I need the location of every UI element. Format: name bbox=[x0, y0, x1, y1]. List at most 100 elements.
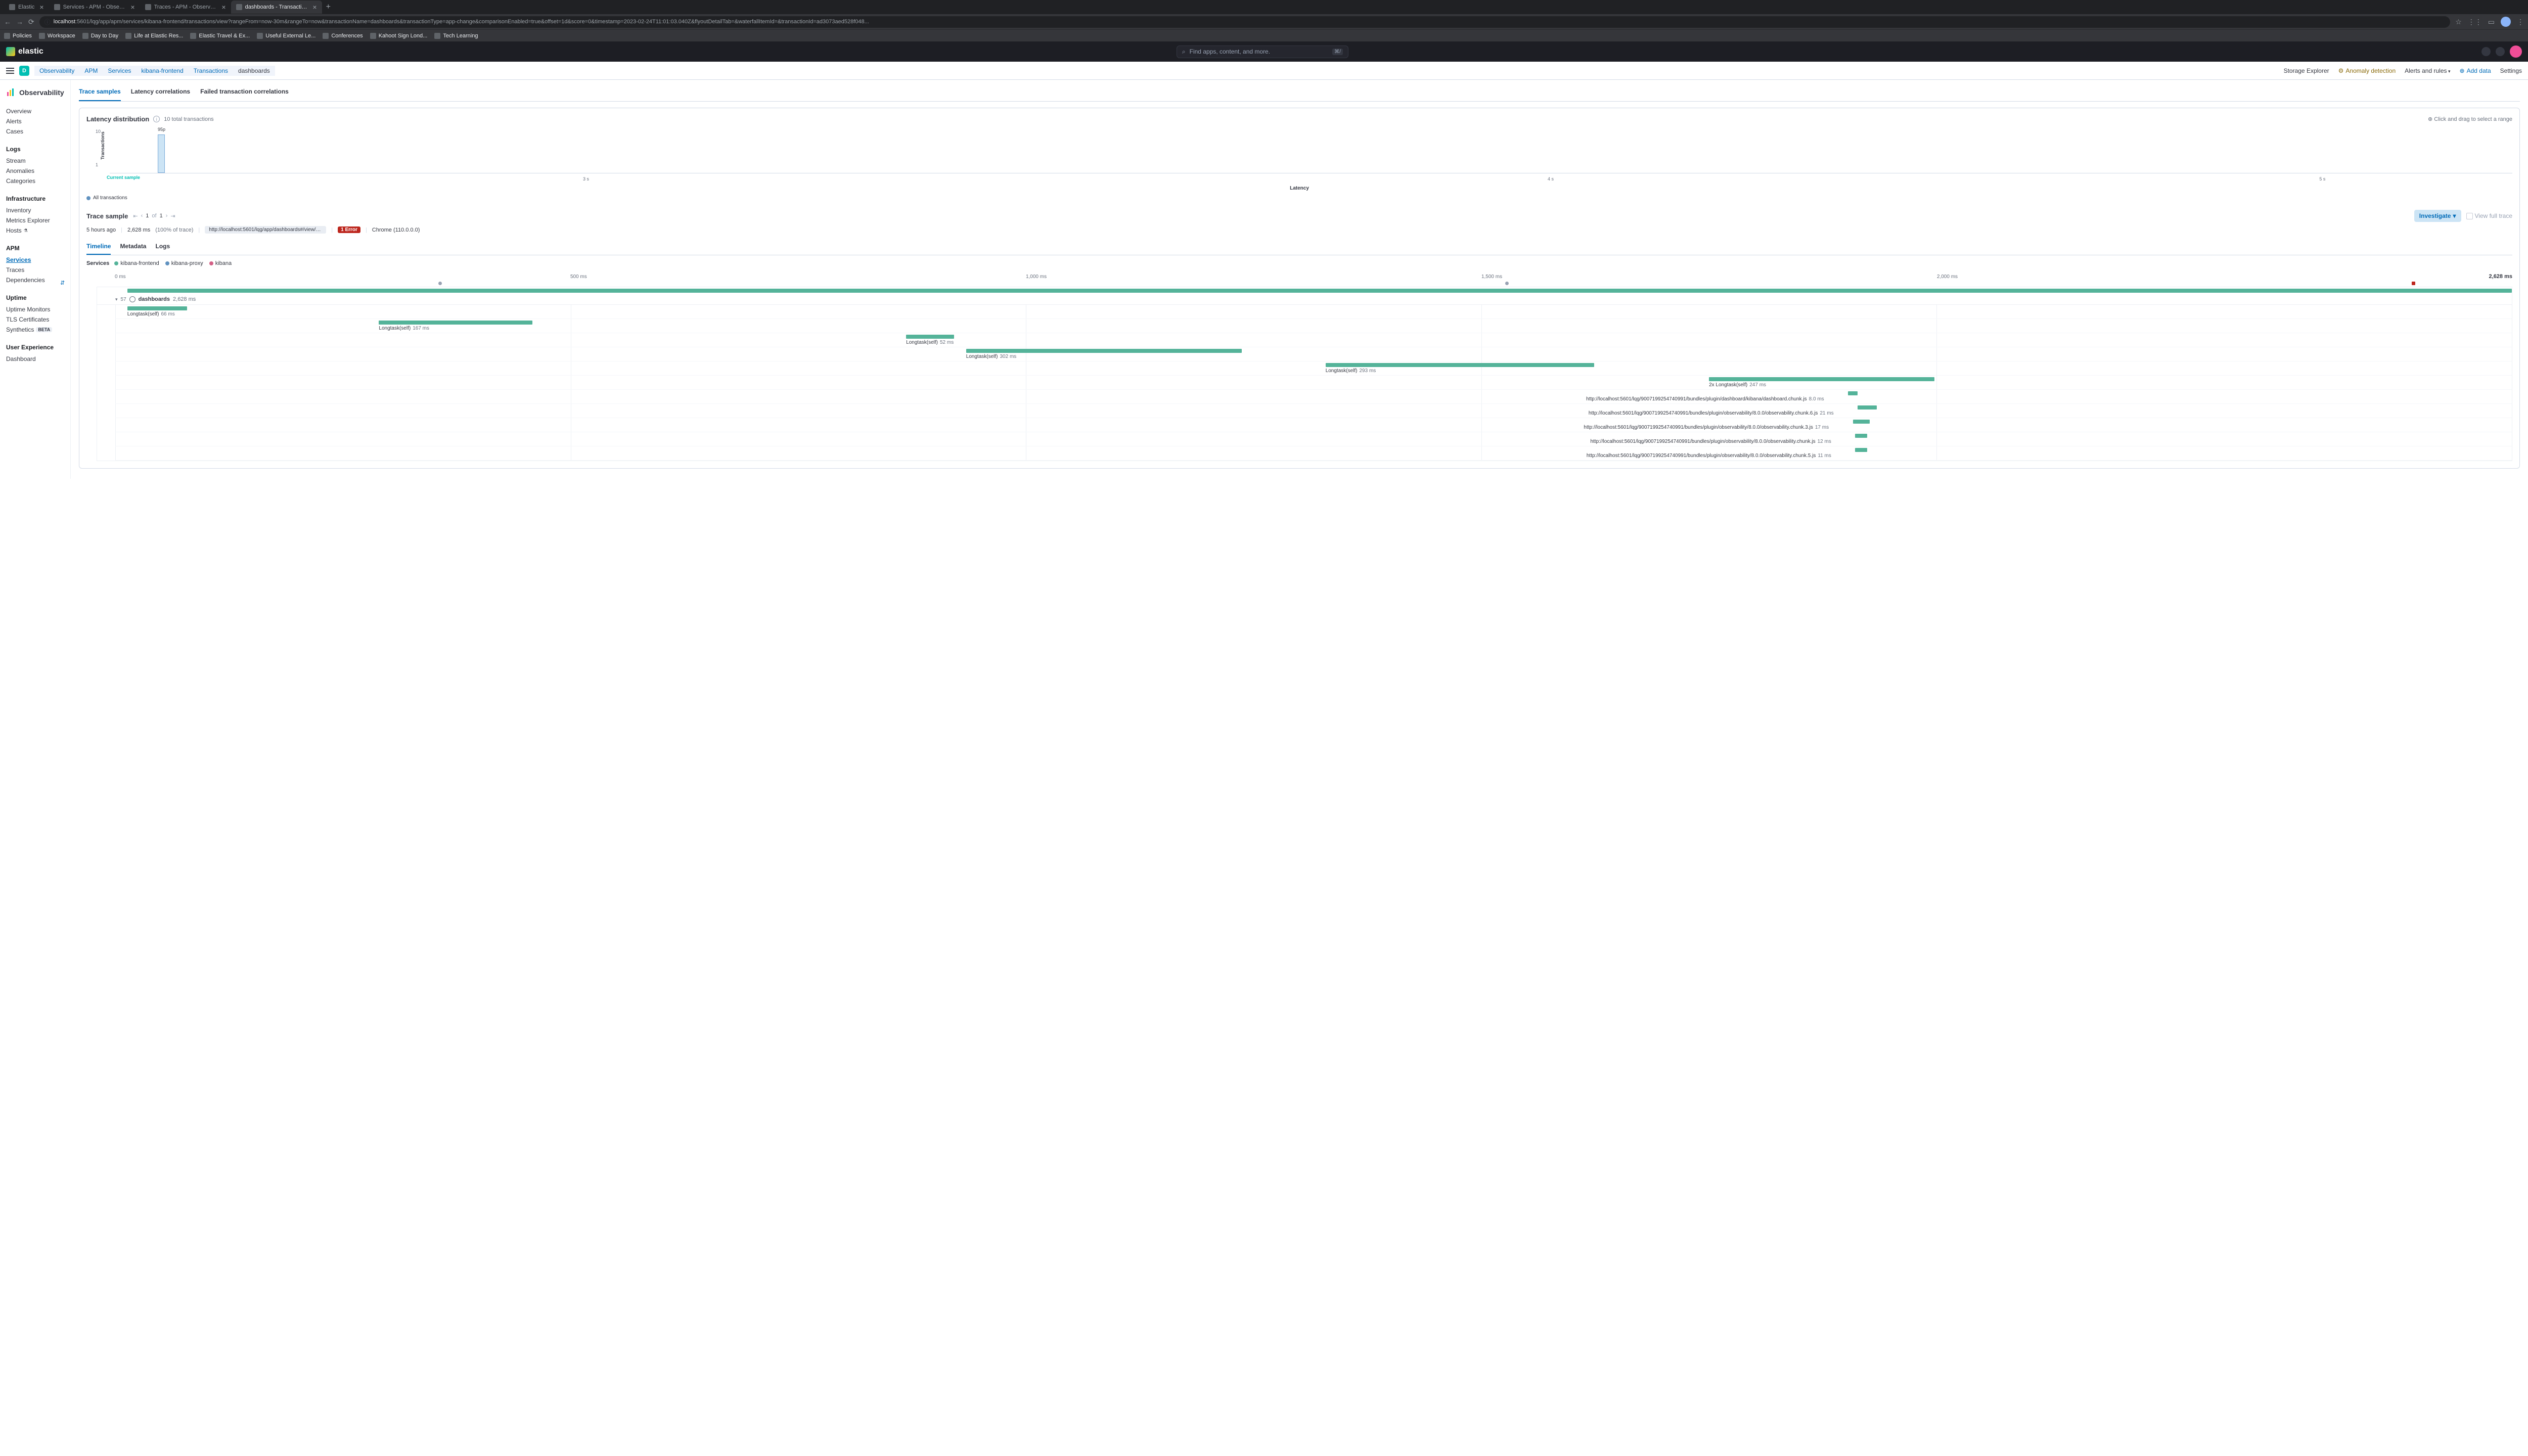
elastic-logo[interactable]: elastic bbox=[6, 47, 43, 56]
panel-icon[interactable]: ▭ bbox=[2488, 18, 2495, 26]
service-item[interactable]: kibana-frontend bbox=[114, 260, 159, 266]
waterfall-row[interactable]: Longtask(self)52 ms bbox=[115, 333, 2512, 347]
collapse-icon[interactable]: ⇵ bbox=[60, 280, 65, 286]
subtab-logs[interactable]: Logs bbox=[155, 239, 170, 255]
sidebar-item[interactable]: Cases bbox=[6, 126, 64, 136]
close-icon[interactable]: × bbox=[39, 3, 43, 11]
nav-toggle[interactable] bbox=[6, 68, 14, 74]
sidebar-item[interactable]: Synthetics BETA bbox=[6, 325, 64, 335]
sidebar-item[interactable]: Dependencies bbox=[6, 275, 64, 285]
info-icon[interactable]: i bbox=[153, 116, 160, 122]
settings-link[interactable]: Settings bbox=[2500, 67, 2522, 74]
add-data-link[interactable]: ⊕Add data bbox=[2460, 67, 2491, 74]
profile-avatar[interactable] bbox=[2501, 17, 2511, 27]
sidebar-item[interactable]: Metrics Explorer bbox=[6, 215, 64, 225]
waterfall-row[interactable]: http://localhost:5601/lqg/90071992547409… bbox=[115, 446, 2512, 461]
bookmark-item[interactable]: Conferences bbox=[323, 33, 363, 39]
sidebar-item[interactable]: TLS Certificates bbox=[6, 314, 64, 325]
breadcrumb-item[interactable]: Services bbox=[103, 66, 136, 76]
error-badge[interactable]: 1 Error bbox=[338, 226, 360, 233]
help-icon[interactable] bbox=[2496, 47, 2505, 56]
sidebar-item[interactable]: Alerts bbox=[6, 116, 64, 126]
latency-chart[interactable]: Transactions 10 1 95p Current sample 3 s… bbox=[101, 128, 2512, 184]
breadcrumb-item[interactable]: Transactions bbox=[189, 66, 233, 76]
waterfall-row[interactable]: http://localhost:5601/lqg/90071992547409… bbox=[115, 418, 2512, 432]
pager-prev[interactable]: ‹ bbox=[141, 213, 143, 219]
waterfall-row[interactable]: 2x Longtask(self)247 ms bbox=[115, 376, 2512, 390]
menu-icon[interactable]: ⋮ bbox=[2517, 18, 2524, 26]
service-item[interactable]: kibana bbox=[209, 260, 232, 266]
bookmark-item[interactable]: Day to Day bbox=[82, 33, 118, 39]
sidebar-item[interactable]: Overview bbox=[6, 106, 64, 116]
back-button[interactable]: ← bbox=[4, 18, 11, 26]
reload-button[interactable]: ⟳ bbox=[28, 18, 34, 26]
bookmark-item[interactable]: Tech Learning bbox=[434, 33, 478, 39]
bookmark-item[interactable]: Useful External Le... bbox=[257, 33, 315, 39]
subtab-metadata[interactable]: Metadata bbox=[120, 239, 146, 255]
waterfall-row[interactable]: http://localhost:5601/lqg/90071992547409… bbox=[115, 404, 2512, 418]
investigate-button[interactable]: Investigate▾ bbox=[2414, 210, 2461, 222]
star-icon[interactable]: ☆ bbox=[2455, 18, 2462, 26]
waterfall-marker[interactable] bbox=[438, 282, 442, 285]
bookmark-item[interactable]: Policies bbox=[4, 33, 32, 39]
user-avatar[interactable] bbox=[2510, 46, 2522, 58]
tab-trace-samples[interactable]: Trace samples bbox=[79, 83, 121, 101]
waterfall-row[interactable]: Longtask(self)66 ms bbox=[115, 305, 2512, 319]
caret-down-icon[interactable]: ▾ bbox=[115, 297, 118, 302]
tab-failed-transaction-correlations[interactable]: Failed transaction correlations bbox=[200, 83, 289, 101]
view-full-trace[interactable]: View full trace bbox=[2466, 212, 2512, 219]
extensions-icon[interactable]: ⋮⋮ bbox=[2468, 18, 2482, 26]
trace-url[interactable]: http://localhost:5601/lqg/app/dashboards… bbox=[205, 226, 326, 234]
waterfall-marker[interactable] bbox=[1505, 282, 1509, 285]
waterfall-root[interactable]: ▾ 57 dashboards 2,628 ms bbox=[97, 294, 2512, 305]
browser-tab[interactable]: dashboards - Transactions - k× bbox=[231, 1, 322, 14]
bookmark-item[interactable]: Life at Elastic Res... bbox=[125, 33, 183, 39]
sidebar-item[interactable]: Hosts ⚗ bbox=[6, 225, 64, 236]
waterfall-marker[interactable] bbox=[2412, 282, 2415, 285]
anomaly-link[interactable]: ⚙Anomaly detection bbox=[2338, 67, 2396, 74]
close-icon[interactable]: × bbox=[130, 3, 134, 11]
waterfall-row[interactable]: Longtask(self)302 ms bbox=[115, 347, 2512, 361]
subtab-timeline[interactable]: Timeline bbox=[86, 239, 111, 255]
sidebar-item[interactable]: Anomalies bbox=[6, 166, 64, 176]
sidebar-item[interactable]: Traces bbox=[6, 265, 64, 275]
sidebar-item[interactable]: Uptime Monitors bbox=[6, 304, 64, 314]
gear-icon[interactable] bbox=[2481, 47, 2491, 56]
waterfall-row[interactable]: Longtask(self)167 ms bbox=[115, 319, 2512, 333]
waterfall-row[interactable]: http://localhost:5601/lqg/90071992547409… bbox=[115, 390, 2512, 404]
service-item[interactable]: kibana-proxy bbox=[165, 260, 203, 266]
sidebar-item[interactable]: Dashboard bbox=[6, 354, 64, 364]
space-badge[interactable]: D bbox=[19, 66, 29, 76]
waterfall-row[interactable]: http://localhost:5601/lqg/90071992547409… bbox=[115, 432, 2512, 446]
storage-link[interactable]: Storage Explorer bbox=[2284, 67, 2329, 74]
waterfall-row[interactable]: Longtask(self)293 ms bbox=[115, 361, 2512, 376]
breadcrumb-item[interactable]: kibana-frontend bbox=[136, 66, 188, 76]
pager-first[interactable]: ⇤ bbox=[133, 213, 138, 219]
tab-latency-correlations[interactable]: Latency correlations bbox=[131, 83, 190, 101]
close-icon[interactable]: × bbox=[312, 3, 317, 11]
browser-tab[interactable]: Services - APM - Observabilit× bbox=[49, 1, 140, 14]
sidebar-item[interactable]: Inventory bbox=[6, 205, 64, 215]
pager-last[interactable]: ⇥ bbox=[170, 213, 175, 219]
bookmark-icon bbox=[82, 33, 88, 39]
close-icon[interactable]: × bbox=[221, 3, 225, 11]
sidebar-item[interactable]: Services bbox=[6, 255, 64, 265]
global-search[interactable]: ⌕ Find apps, content, and more. ⌘/ bbox=[1177, 46, 1348, 58]
pager-next[interactable]: › bbox=[166, 213, 168, 219]
url-bar[interactable]: ⓘ localhost:5601/lqg/app/apm/services/ki… bbox=[39, 16, 2450, 28]
bookmark-item[interactable]: Kahoot Sign Lond... bbox=[370, 33, 428, 39]
drag-hint: ⊕ Click and drag to select a range bbox=[2428, 116, 2512, 122]
breadcrumb-item[interactable]: Observability bbox=[34, 66, 79, 76]
sidebar-item[interactable]: Stream bbox=[6, 156, 64, 166]
sidebar-section: APMServicesTracesDependencies bbox=[6, 245, 64, 285]
browser-tab[interactable]: Elastic× bbox=[4, 1, 49, 14]
bookmark-item[interactable]: Elastic Travel & Ex... bbox=[190, 33, 250, 39]
new-tab-button[interactable]: + bbox=[322, 3, 335, 12]
sidebar-item[interactable]: Categories bbox=[6, 176, 64, 186]
forward-button[interactable]: → bbox=[16, 18, 23, 26]
alerts-dropdown[interactable]: Alerts and rules bbox=[2405, 67, 2450, 74]
breadcrumb-item[interactable]: APM bbox=[79, 66, 103, 76]
bookmark-item[interactable]: Workspace bbox=[39, 33, 75, 39]
waterfall-root-bar[interactable] bbox=[115, 287, 2512, 294]
browser-tab[interactable]: Traces - APM - Observability× bbox=[140, 1, 231, 14]
